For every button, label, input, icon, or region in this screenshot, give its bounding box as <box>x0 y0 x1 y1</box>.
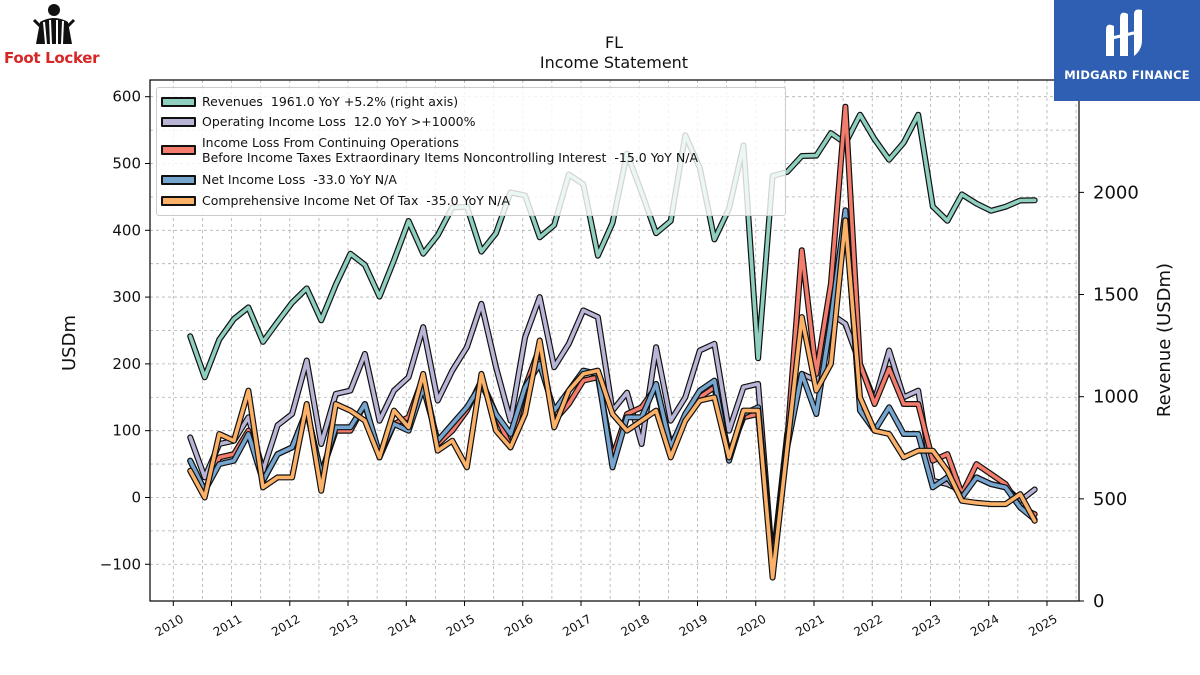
x-tick-label: 2018 <box>619 612 652 639</box>
referee-icon <box>32 4 76 45</box>
series-revenues <box>187 111 1038 381</box>
x-tick-label: 2017 <box>560 612 593 639</box>
x-tick-label: 2019 <box>677 612 710 639</box>
midgard-finance-wordmark: MIDGARD FINANCE <box>1064 68 1190 82</box>
y-tick-label-left: −100 <box>100 555 141 573</box>
midgard-emblem-icon <box>1106 9 1142 57</box>
y-axis-label-left: USDm <box>59 315 80 371</box>
legend-label-operating-income: Operating Income Loss 12.0 YoY >+1000% <box>202 114 476 129</box>
plot-frame <box>149 79 1080 602</box>
x-tick-label: 2023 <box>910 612 943 639</box>
chart-subtitle: Income Statement <box>540 53 688 72</box>
x-tick-label: 2010 <box>153 612 186 639</box>
legend-item-operating-income: Operating Income Loss 12.0 YoY >+1000% <box>161 114 475 129</box>
legend-swatch-operating-income <box>161 116 196 127</box>
x-tick-label: 2016 <box>502 612 535 639</box>
legend-swatch-comprehensive-income <box>161 195 196 206</box>
legend-label-revenues: Revenues 1961.0 YoY +5.2% (right axis) <box>202 94 459 109</box>
legend-label-net-income: Net Income Loss -33.0 YoY N/A <box>202 172 397 187</box>
legend-swatch-net-income <box>161 174 196 185</box>
y-tick-label-left: 500 <box>112 154 141 172</box>
x-tick-label: 2022 <box>852 612 885 639</box>
x-tick-label: 2024 <box>968 612 1001 639</box>
x-tick-label: 2013 <box>327 612 360 639</box>
x-tick-label: 2011 <box>211 612 244 639</box>
foot-locker-logo: Foot Locker <box>0 0 112 72</box>
x-tick-label: 2020 <box>735 612 768 639</box>
chart-title: FL <box>605 33 623 52</box>
legend-item-revenues: Revenues 1961.0 YoY +5.2% (right axis) <box>161 94 458 109</box>
series-comprehensive-income <box>187 217 1038 581</box>
y-tick-label-right: 0 <box>1093 591 1104 612</box>
x-tick-label: 2015 <box>444 612 477 639</box>
x-tick-label: 2021 <box>793 612 826 639</box>
y-tick-label-left: 600 <box>112 88 141 106</box>
foot-locker-wordmark: Foot Locker <box>4 49 100 67</box>
legend-item-net-income: Net Income Loss -33.0 YoY N/A <box>161 172 397 187</box>
legend-swatch-pretax-income <box>161 145 196 155</box>
x-tick-label: 2012 <box>269 612 302 639</box>
legend-swatch-revenues <box>161 96 196 107</box>
legend-item-comprehensive-income: Comprehensive Income Net Of Tax -35.0 Yo… <box>161 193 510 208</box>
y-tick-label-right: 2000 <box>1093 182 1139 203</box>
y-tick-label-right: 1500 <box>1093 285 1139 306</box>
legend-label-pretax-income: Income Loss From Continuing Operations B… <box>202 135 699 165</box>
series-layer <box>187 103 1038 581</box>
y-tick-label-right: 500 <box>1093 489 1127 510</box>
y-tick-label-left: 200 <box>112 355 141 373</box>
y-tick-label-right: 1000 <box>1093 387 1139 408</box>
legend-label-comprehensive-income: Comprehensive Income Net Of Tax -35.0 Yo… <box>202 193 510 208</box>
y-tick-label-left: 400 <box>112 221 141 239</box>
legend-item-pretax-income: Income Loss From Continuing Operations B… <box>161 135 698 165</box>
series-line-comprehensive-income <box>188 218 1037 580</box>
y-tick-label-left: 100 <box>112 422 141 440</box>
y-axis-label-right: Revenue (USDm) <box>1154 263 1175 417</box>
series-line-revenues <box>188 112 1037 380</box>
x-tick-label: 2014 <box>386 612 419 639</box>
y-tick-label-left: 0 <box>131 488 141 506</box>
chart-legend: Revenues 1961.0 YoY +5.2% (right axis) O… <box>156 87 786 216</box>
x-tick-label: 2025 <box>1026 612 1059 639</box>
midgard-finance-logo: MIDGARD FINANCE <box>1054 0 1200 101</box>
y-tick-label-left: 300 <box>112 288 141 306</box>
